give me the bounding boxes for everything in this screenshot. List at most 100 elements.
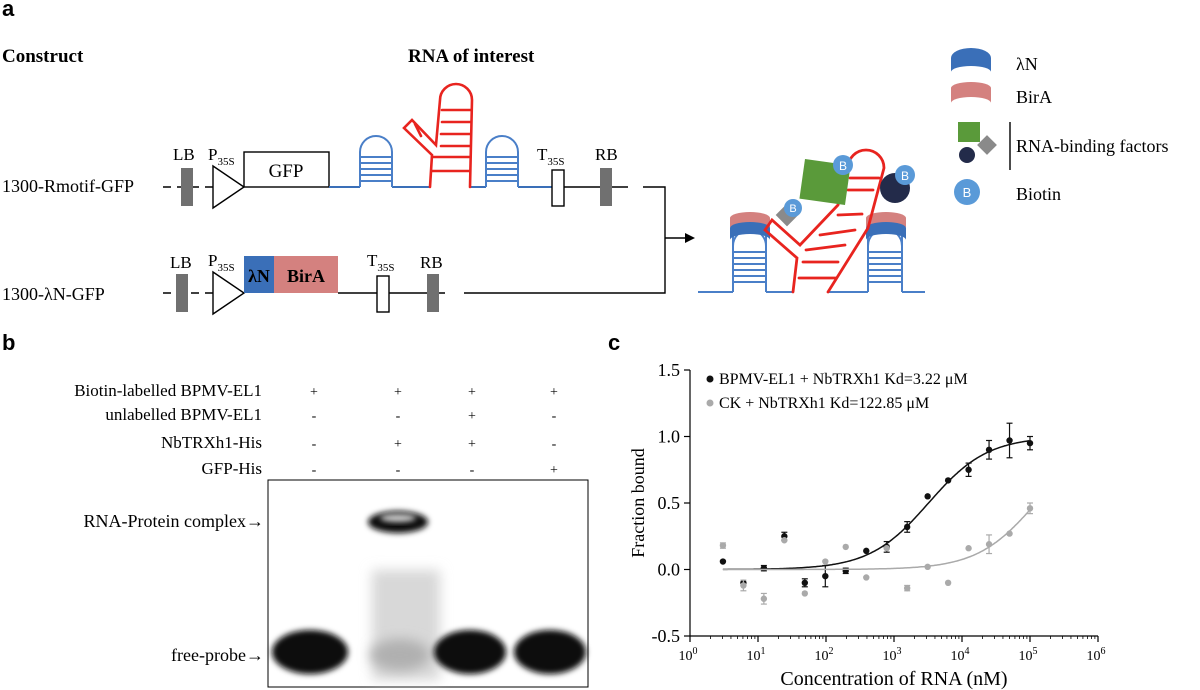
construct-heading: Construct	[2, 46, 84, 67]
data-point	[740, 582, 747, 589]
data-point	[883, 545, 890, 552]
condition-label: NbTRXh1-His	[161, 433, 262, 452]
lb-box-1	[181, 168, 193, 206]
condition-mark: +	[550, 463, 558, 478]
data-point	[863, 547, 870, 555]
legend-rna-binding-factors: RNA-binding factors	[1016, 136, 1168, 156]
y-tick-label: 0.5	[658, 493, 681, 513]
rb-box-2	[427, 274, 439, 312]
condition-table: Biotin-labelled BPMV-EL1 + + + + unlabelled B…	[74, 381, 558, 478]
data-point	[924, 563, 931, 571]
y-tick-label: 1.0	[658, 427, 681, 447]
data-point	[1006, 530, 1013, 537]
panel-a: a Construct RNA of interest 1300-Rmotif-…	[2, 0, 1168, 316]
data-point	[985, 541, 993, 548]
terminator-box-2	[376, 275, 390, 313]
condition-mark: -	[396, 409, 401, 424]
legend-bira: BirA	[1016, 87, 1052, 107]
gel-bands	[272, 511, 586, 680]
binding-chart: -0.5 0.0 0.5 1.0 1.5 100 101 102 103 104 105 106 Con…	[628, 360, 1106, 690]
construct-row-1: 1300-Rmotif-GFP LB P35S GFP	[2, 82, 628, 210]
legend-entry: CK + NbTRXh1 Kd=122.85 μM	[719, 395, 929, 412]
free-probe-band-4	[514, 630, 586, 674]
promoter-label-2: P35S	[208, 251, 235, 274]
condition-mark: +	[310, 385, 318, 400]
y-tick-label: 1.5	[658, 360, 681, 380]
condition-mark: +	[468, 437, 476, 452]
lb-label-1: LB	[173, 145, 195, 164]
y-tick-label: -0.5	[652, 626, 681, 646]
panel-a-legend: λN BirA RNA-binding factors B Biotin	[951, 48, 1168, 205]
legend-entry: BPMV-EL1 + NbTRXh1 Kd=3.22 μM	[719, 371, 968, 388]
svg-text:B: B	[789, 203, 796, 215]
condition-label: Biotin-labelled BPMV-EL1	[74, 381, 262, 400]
data-point	[965, 545, 972, 552]
data-point	[801, 579, 809, 586]
rb-label-1: RB	[595, 145, 618, 164]
lambda-n-box	[244, 256, 274, 293]
blue-hairpin-left	[359, 135, 393, 187]
condition-label: GFP-His	[202, 459, 262, 478]
y-axis-label: Fraction bound	[628, 448, 648, 558]
condition-mark: +	[394, 437, 402, 452]
x-tick-label: 102	[815, 646, 834, 664]
construct-1-name: 1300-Rmotif-GFP	[2, 176, 134, 196]
rb-box-1	[600, 168, 612, 206]
terminator-box-1	[551, 169, 565, 207]
condition-mark: -	[396, 463, 401, 478]
promoter-triangle-1	[212, 164, 246, 210]
rb-label-2: RB	[420, 253, 443, 272]
svg-text:B: B	[963, 185, 972, 200]
x-tick-label: 101	[747, 646, 766, 664]
x-tick-label: 105	[1019, 646, 1038, 664]
data-point	[965, 466, 972, 473]
rna-of-interest-structure	[402, 82, 474, 189]
data-point	[1006, 437, 1013, 444]
x-tick-label: 103	[883, 646, 902, 664]
bira-label: BirA	[287, 266, 325, 286]
legend-biotin: Biotin	[1016, 184, 1061, 204]
data-point	[985, 446, 993, 453]
panel-c: c -0.5 0.0 0.5 1.0 1.5 100 101 102 103 104 105 106 C…	[608, 330, 1106, 690]
panel-b: b Biotin-labelled BPMV-EL1 + + + + unlabelled…	[2, 330, 589, 688]
condition-mark: -	[552, 437, 557, 452]
panel-a-letter: a	[2, 0, 15, 21]
lambda-n-label: λN	[248, 266, 270, 286]
data-point	[863, 574, 870, 581]
data-point	[801, 590, 809, 597]
data-point	[1026, 439, 1034, 447]
data-point	[903, 584, 911, 592]
data-point	[781, 537, 788, 544]
gfp-label: GFP	[269, 161, 304, 182]
legend-lambda-n: λN	[1016, 54, 1038, 74]
free-probe-band-1	[272, 630, 348, 674]
x-axis-label: Concentration of RNA (nM)	[780, 668, 1007, 690]
condition-mark: +	[468, 385, 476, 400]
x-tick-label: 100	[679, 646, 698, 664]
fit-curve	[722, 510, 1030, 571]
data-point	[760, 564, 768, 572]
x-tick-label: 106	[1087, 646, 1106, 664]
gfp-box	[243, 151, 330, 188]
svg-text:B: B	[901, 169, 909, 183]
rna-of-interest-title: RNA of interest	[408, 46, 535, 67]
panel-c-letter: c	[608, 330, 620, 355]
panel-b-letter: b	[2, 330, 15, 355]
condition-mark: +	[550, 385, 558, 400]
x-tick-label: 104	[951, 646, 970, 664]
free-probe-band-2	[370, 639, 430, 671]
bira-box	[274, 256, 338, 293]
free-probe-band-3	[434, 630, 506, 674]
complex-illustration: B B B	[698, 148, 925, 294]
data-point	[842, 543, 849, 551]
terminator-label-2: T35S	[367, 251, 395, 274]
data-point	[719, 558, 727, 565]
condition-mark: -	[312, 463, 317, 478]
data-point	[944, 477, 952, 484]
complex-label: RNA-Protein complex→	[84, 511, 264, 531]
data-point	[924, 493, 931, 500]
combine-bracket	[464, 186, 695, 294]
condition-mark: -	[312, 409, 317, 424]
construct-row-2: 1300-λN-GFP LB P35S λN BirA T35S RB	[2, 251, 445, 316]
lb-box-2	[176, 274, 188, 312]
